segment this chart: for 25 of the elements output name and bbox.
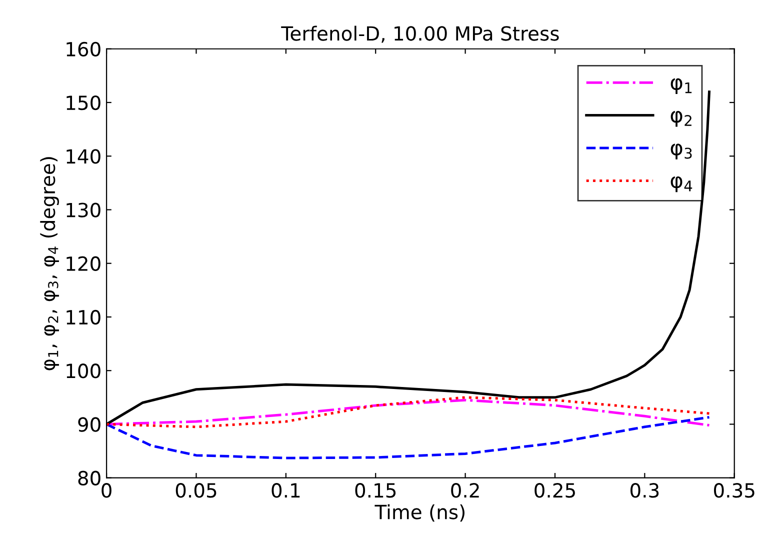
y-tick-label: 130 [66,202,100,218]
x-tick-label: 0.05 [176,483,216,498]
text: φ$_{1}$, φ$_{2}$, φ$_{3}$, φ$_{4}$ (degree) [40,157,59,370]
legend-label: φ$_{3}$ [670,144,692,160]
y-tick-label: 100 [66,364,100,378]
line-series [106,416,710,460]
chart-title: Terfenol-D, 10.00 MPa Stress [281,26,559,43]
y-tick-label: 140 [66,149,100,164]
y-tick-label: 90 [78,417,100,432]
x-tick-label: 0.25 [534,483,575,498]
y-tick-label: 160 [66,42,100,57]
y-tick-label: 80 [78,470,100,486]
x-tick-label: 0.1 [272,483,300,498]
x-tick-label: 0.3 [630,483,659,498]
x-axis-title: Time (ns) [374,504,464,522]
x-tick-label: 0 [102,483,112,498]
x-tick-label: 0.2 [451,483,479,498]
x-tick-label: 0.15 [355,483,396,498]
legend-label: φ$_{4}$ [670,176,692,192]
y-tick-label: 120 [66,256,100,272]
legend-label: φ$_{1}$ [670,78,692,94]
legend-label: φ$_{2}$ [670,110,692,127]
y-tick-label: 110 [66,310,100,325]
x-tick-label: 0.35 [714,483,754,498]
y-tick-label: 150 [66,95,100,110]
